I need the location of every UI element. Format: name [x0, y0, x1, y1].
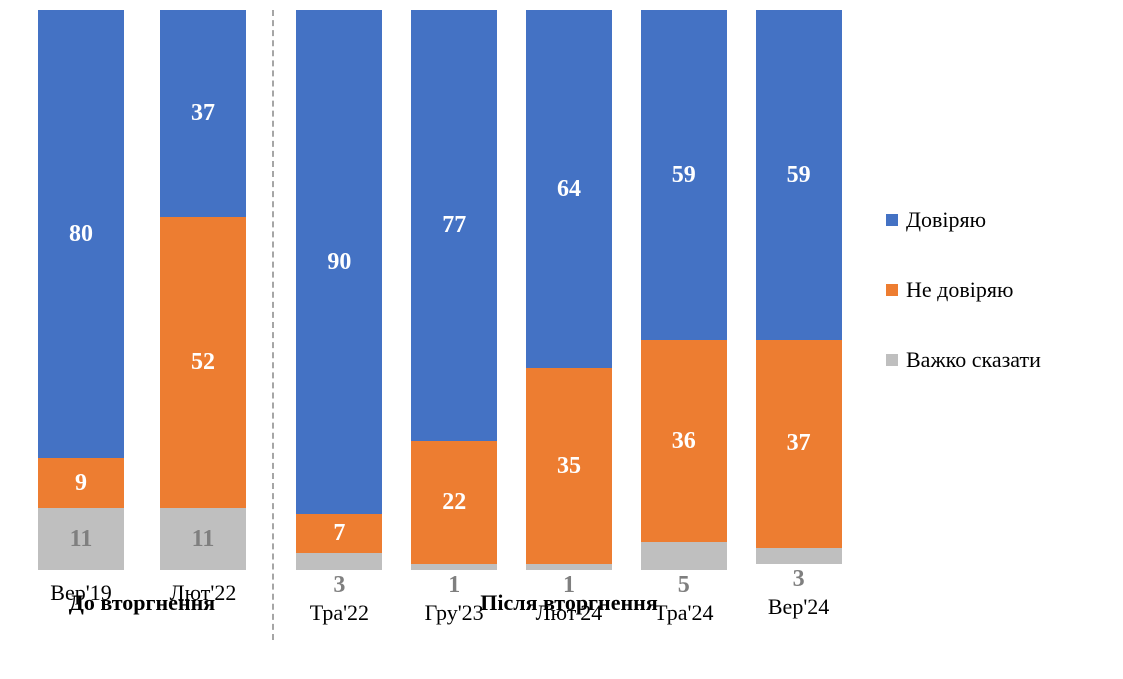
segment-undecided: 1	[526, 564, 612, 570]
segment-distrust: 37	[756, 340, 842, 547]
segment-trust: 59	[756, 10, 842, 340]
group-label-before: До вторгнення	[20, 590, 264, 616]
segment-undecided: 11	[38, 508, 124, 570]
segment-trust: 64	[526, 10, 612, 368]
stacked-bar: 11980	[38, 10, 124, 570]
bar-group-before: 11980Вер'19 115237Лют'22	[20, 10, 264, 570]
segment-undecided: 11	[160, 508, 246, 570]
stacked-bar: 33759	[756, 10, 842, 564]
stacked-bar: 12277	[411, 10, 497, 570]
stacked-bar: 13564	[526, 10, 612, 570]
chart-legend: Довіряю Не довіряю Важко сказати	[856, 10, 1041, 570]
segment-trust: 37	[160, 10, 246, 217]
bar-group-after: 3790Тра'22 12277Гру'23 13564Лют'24 53659Тра…	[282, 10, 856, 570]
legend-swatch	[886, 284, 898, 296]
legend-item-trust: Довіряю	[886, 207, 1041, 233]
segment-distrust: 52	[160, 217, 246, 508]
segment-distrust: 22	[411, 441, 497, 564]
legend-label: Важко сказати	[906, 347, 1041, 373]
legend-item-distrust: Не довіряю	[886, 277, 1041, 303]
bar-col: 33759Вер'24	[756, 10, 842, 570]
stacked-bar: 53659	[641, 10, 727, 570]
segment-distrust: 36	[641, 340, 727, 542]
bar-col: 53659Тра'24	[641, 10, 727, 570]
segment-trust: 59	[641, 10, 727, 340]
bar-col: 13564Лют'24	[526, 10, 612, 570]
legend-item-undecided: Важко сказати	[886, 347, 1041, 373]
bar-col: 115237Лют'22	[160, 10, 246, 570]
segment-trust: 90	[296, 10, 382, 514]
group-divider	[272, 10, 274, 640]
segment-undecided: 1	[411, 564, 497, 570]
plot-area: 11980Вер'19 115237Лют'22 3790Тра'22 12277Г…	[20, 10, 1123, 570]
segment-distrust: 9	[38, 458, 124, 508]
segment-distrust: 7	[296, 514, 382, 553]
stacked-bar: 3790	[296, 10, 382, 570]
legend-label: Довіряю	[906, 207, 986, 233]
stacked-bar: 115237	[160, 10, 246, 570]
legend-swatch	[886, 354, 898, 366]
segment-trust: 80	[38, 10, 124, 458]
bar-col: 3790Тра'22	[296, 10, 382, 570]
segment-undecided: 3	[756, 548, 842, 565]
legend-label: Не довіряю	[906, 277, 1013, 303]
trust-stacked-bar-chart: 11980Вер'19 115237Лют'22 3790Тра'22 12277Г…	[0, 0, 1123, 679]
bar-col: 12277Гру'23	[411, 10, 497, 570]
bar-col: 11980Вер'19	[38, 10, 124, 570]
segment-undecided: 5	[641, 542, 727, 570]
legend-swatch	[886, 214, 898, 226]
segment-trust: 77	[411, 10, 497, 441]
segment-undecided: 3	[296, 553, 382, 570]
segment-distrust: 35	[526, 368, 612, 564]
